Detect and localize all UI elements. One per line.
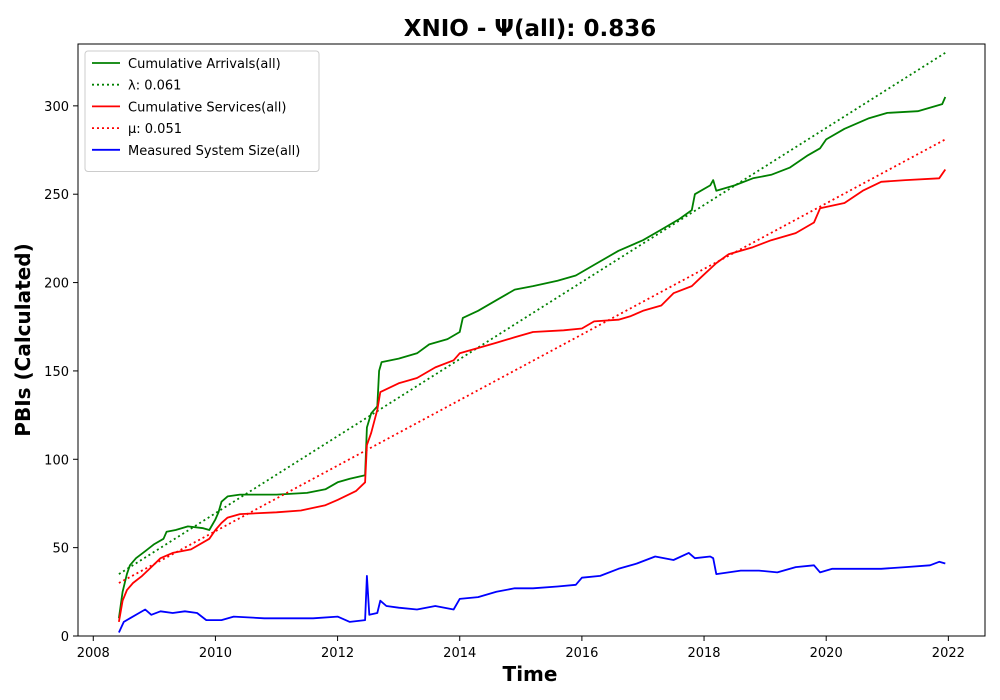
y-tick-label: 300: [44, 100, 69, 115]
x-tick-label: 2016: [565, 646, 598, 661]
series-line-cumulative-arrivals-all: [119, 97, 945, 618]
y-tick-label: 0: [61, 630, 69, 645]
y-axis: 0 50 100 150 200 250 300: [44, 100, 78, 645]
y-tick-label: 200: [44, 277, 69, 292]
legend-label: Measured System Size(all): [128, 144, 300, 159]
x-tick-label: 2010: [199, 646, 232, 661]
legend-label: λ: 0.061: [128, 79, 181, 94]
x-tick-label: 2018: [687, 646, 720, 661]
legend-label: Cumulative Services(all): [128, 100, 286, 115]
series-line-cumulative-services-all: [119, 170, 945, 622]
x-axis-label: Time: [503, 662, 558, 686]
x-tick-label: 2008: [77, 646, 110, 661]
legend: Cumulative Arrivals(all) λ: 0.061 Cumulati…: [85, 51, 319, 172]
x-tick-label: 2020: [810, 646, 843, 661]
x-tick-label: 2022: [932, 646, 965, 661]
x-tick-label: 2014: [443, 646, 476, 661]
series-line-0-051: [119, 139, 945, 583]
y-tick-label: 100: [44, 453, 69, 468]
x-axis: 2008 2010 2012 2014 2016 2018 2020 2022: [77, 636, 965, 661]
legend-label: Cumulative Arrivals(all): [128, 57, 281, 72]
legend-label: μ: 0.051: [128, 122, 182, 137]
x-tick-label: 2012: [321, 646, 354, 661]
chart-title: XNIO - Ψ(all): 0.836: [404, 16, 656, 42]
y-tick-label: 150: [44, 365, 69, 380]
series-line-measured-system-size-all: [119, 553, 945, 633]
y-axis-label: PBIs (Calculated): [11, 243, 35, 436]
y-tick-label: 50: [52, 542, 69, 557]
y-tick-label: 250: [44, 188, 69, 203]
